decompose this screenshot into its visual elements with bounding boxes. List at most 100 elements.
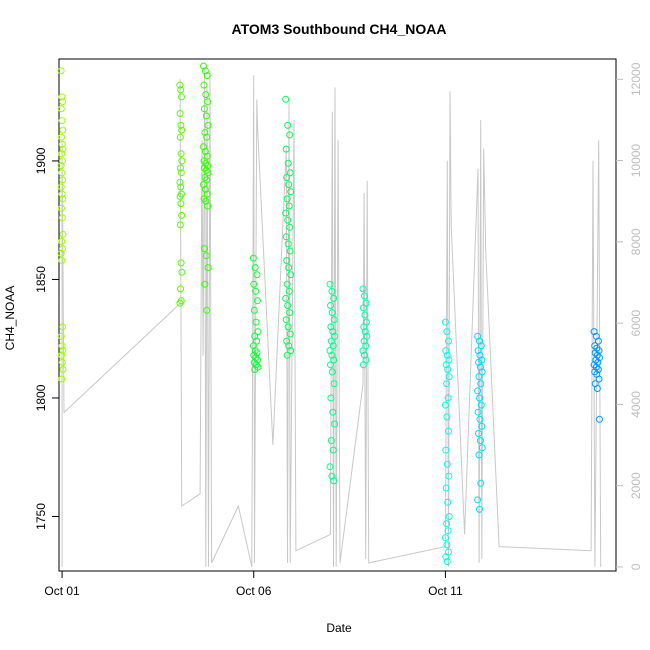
data-point-flight-8 xyxy=(445,472,453,480)
data-point-flight-4 xyxy=(249,342,257,350)
data-point-flight-8 xyxy=(445,337,452,345)
y-tick-label: 1900 xyxy=(34,147,48,174)
data-point-flight-9 xyxy=(474,332,482,340)
data-point-flight-9 xyxy=(477,479,485,487)
data-point-flight-5 xyxy=(285,181,293,189)
data-point-flight-9 xyxy=(476,337,483,345)
data-point-flight-9 xyxy=(475,373,483,381)
data-point-flight-3 xyxy=(200,143,207,151)
data-point-flight-8 xyxy=(445,513,453,520)
data-point-flight-10 xyxy=(593,385,601,392)
data-point-flight-6 xyxy=(327,437,335,445)
data-point-flight-8 xyxy=(443,520,451,528)
data-point-flight-9 xyxy=(476,363,484,371)
data-point-flight-3 xyxy=(203,133,211,141)
data-point-flight-7 xyxy=(361,292,368,300)
plot-frame xyxy=(58,58,617,572)
data-point-flight-5 xyxy=(285,202,293,210)
data-point-flight-1 xyxy=(58,169,66,177)
data-point-flight-5 xyxy=(282,95,290,103)
data-point-flight-3 xyxy=(201,67,209,75)
data-point-flight-10 xyxy=(595,347,603,355)
data-point-flight-1 xyxy=(58,140,66,148)
data-point-flight-3 xyxy=(200,62,207,70)
data-point-flight-5 xyxy=(284,302,292,309)
data-point-flight-1 xyxy=(58,358,66,366)
data-point-flight-8 xyxy=(443,380,451,388)
data-point-flight-6 xyxy=(330,316,338,324)
data-point-flight-1 xyxy=(58,150,66,158)
data-point-flight-5 xyxy=(286,247,294,255)
data-point-flight-2 xyxy=(178,157,186,165)
data-point-flight-6 xyxy=(327,302,334,309)
data-point-flight-8 xyxy=(445,373,453,381)
data-point-flight-1 xyxy=(59,366,67,373)
data-point-flight-2 xyxy=(176,178,184,186)
y-right-tick-label: 8000 xyxy=(629,228,643,255)
data-point-flight-1 xyxy=(58,375,66,383)
data-point-flight-10 xyxy=(596,354,603,362)
data-point-flight-2 xyxy=(176,193,184,200)
data-point-flight-1 xyxy=(58,351,65,359)
data-point-flight-6 xyxy=(328,287,336,295)
data-point-flight-8 xyxy=(444,394,452,402)
x-tick-label: Oct 11 xyxy=(428,584,463,598)
data-point-flight-9 xyxy=(476,415,484,423)
data-point-flight-4 xyxy=(253,337,261,345)
data-point-flight-2 xyxy=(177,285,184,293)
data-point-flight-2 xyxy=(177,150,185,158)
data-point-flight-8 xyxy=(443,351,451,359)
data-point-flight-9 xyxy=(478,444,486,452)
data-point-flight-9 xyxy=(474,387,482,395)
data-point-flight-1 xyxy=(59,347,67,355)
data-point-flight-9 xyxy=(478,422,486,430)
data-point-flight-6 xyxy=(327,323,335,331)
data-point-flight-2 xyxy=(177,259,185,267)
data-point-flight-3 xyxy=(203,190,211,198)
data-point-flight-2 xyxy=(176,81,184,89)
data-point-flight-9 xyxy=(475,358,482,366)
data-point-flight-6 xyxy=(328,351,336,359)
data-point-flight-4 xyxy=(252,318,260,326)
data-point-flight-5 xyxy=(282,209,290,217)
data-point-flight-8 xyxy=(444,366,452,373)
data-point-flight-5 xyxy=(282,233,290,241)
data-point-flight-8 xyxy=(442,347,450,355)
data-point-flight-6 xyxy=(330,294,338,302)
data-point-flight-8 xyxy=(442,446,450,454)
data-point-flight-3 xyxy=(203,306,211,314)
data-point-flight-3 xyxy=(204,169,212,177)
data-point-flight-8 xyxy=(444,498,452,506)
data-point-flight-8 xyxy=(443,328,451,336)
data-point-flight-1 xyxy=(57,162,65,170)
data-point-flight-5 xyxy=(286,223,294,231)
data-point-flight-4 xyxy=(250,306,258,314)
data-point-flight-3 xyxy=(201,280,209,288)
data-point-flight-4 xyxy=(252,287,260,295)
data-point-flight-1 xyxy=(59,98,67,106)
y-right-tick-label: 0 xyxy=(629,563,643,570)
data-point-flight-8 xyxy=(443,541,451,549)
data-point-flight-4 xyxy=(254,328,262,336)
data-point-flight-8 xyxy=(441,534,449,542)
x-tick-label: Oct 06 xyxy=(236,584,272,598)
data-point-flight-9 xyxy=(474,408,482,416)
data-point-flight-3 xyxy=(200,81,208,89)
data-point-flight-7 xyxy=(361,351,368,359)
data-point-flight-1 xyxy=(58,214,66,222)
data-point-flight-6 xyxy=(331,332,339,340)
data-point-flight-4 xyxy=(251,347,259,355)
data-point-flight-3 xyxy=(204,202,212,210)
data-point-flight-5 xyxy=(283,174,291,181)
data-point-flight-3 xyxy=(204,121,212,129)
data-point-flight-5 xyxy=(282,145,290,153)
data-point-flight-8 xyxy=(445,427,452,435)
altitude-series xyxy=(61,67,602,568)
data-point-flight-8 xyxy=(441,318,449,326)
data-point-flight-1 xyxy=(58,342,66,350)
data-point-flight-6 xyxy=(326,347,334,355)
data-point-flight-10 xyxy=(593,344,601,352)
data-point-flight-4 xyxy=(253,271,261,279)
data-point-flight-1 xyxy=(59,157,66,165)
